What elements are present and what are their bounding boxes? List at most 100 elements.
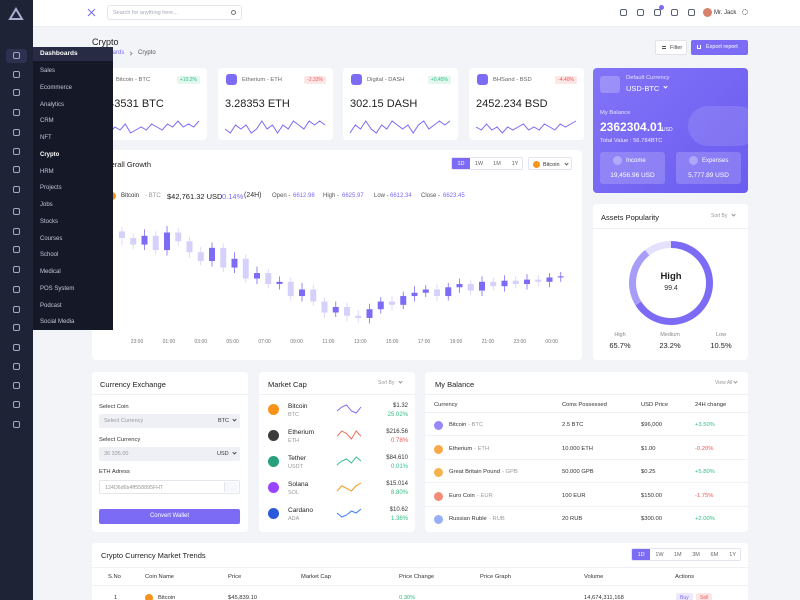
buy-button[interactable]: Buy bbox=[676, 593, 693, 600]
coins: 50.000 GPB bbox=[562, 469, 594, 475]
range-tab[interactable]: 6M bbox=[710, 552, 719, 558]
divider bbox=[593, 228, 748, 229]
coin-select[interactable]: Bitcoin bbox=[528, 157, 572, 170]
growth-panel: Overall Growth 1D 1W 1M 1Y Bitcoin Bitcoin - BT… bbox=[92, 150, 582, 360]
column-header: Coins Possessed bbox=[562, 402, 607, 408]
column-header: Coin Name bbox=[145, 574, 174, 580]
row-divider bbox=[425, 482, 748, 483]
coin-symbol: ADA bbox=[288, 516, 300, 522]
menu-item[interactable]: POS System bbox=[40, 285, 75, 292]
sell-button[interactable]: Sell bbox=[696, 593, 713, 600]
range-tab[interactable]: 3M bbox=[692, 552, 700, 558]
nav-icon[interactable] bbox=[13, 286, 20, 293]
close-icon[interactable] bbox=[87, 8, 96, 17]
menu-item[interactable]: School bbox=[40, 252, 59, 259]
toolbar-icon[interactable] bbox=[637, 9, 644, 16]
menu-item[interactable]: Jobs bbox=[40, 202, 53, 208]
menu-item[interactable]: Medical bbox=[40, 269, 61, 275]
x-tick-label: 13:00 bbox=[354, 339, 367, 345]
panel-title: Crypto Currency Market Trends bbox=[101, 551, 206, 560]
divider bbox=[92, 567, 748, 568]
nav-icon[interactable] bbox=[13, 246, 20, 253]
address-input[interactable]: 124D6d6b4ff558895FHT bbox=[99, 480, 240, 494]
nav-icon[interactable] bbox=[13, 266, 20, 273]
coin-symbol: SOL bbox=[288, 490, 300, 496]
copy-button[interactable] bbox=[224, 482, 238, 492]
nav-icon[interactable] bbox=[13, 421, 20, 428]
coins: 100 EUR bbox=[562, 492, 586, 499]
nav-icon[interactable] bbox=[13, 401, 20, 408]
range-tab[interactable]: 1M bbox=[673, 552, 682, 558]
menu-item[interactable]: NFT bbox=[40, 135, 52, 141]
unit: USD bbox=[662, 127, 673, 133]
my-balance-panel: My Balance View All Currency Coins Possesse… bbox=[425, 372, 748, 532]
legend-label: Low bbox=[715, 332, 727, 338]
nav-icon[interactable] bbox=[13, 148, 20, 155]
range-tab[interactable]: 1Y bbox=[729, 552, 737, 558]
amount-input[interactable]: 36 335.00 USD bbox=[99, 447, 240, 461]
nav-icon[interactable] bbox=[13, 71, 20, 78]
chevron bbox=[232, 417, 237, 422]
menu-item[interactable]: Crypto bbox=[40, 151, 60, 158]
export-button[interactable]: Export report bbox=[691, 40, 748, 55]
market-cap-panel: Market Cap Sort By Bitcoin BTC $1.32 25.02% Et… bbox=[259, 372, 415, 532]
menu-item[interactable]: Projects bbox=[40, 185, 62, 192]
coin-price: $84.610 bbox=[386, 455, 408, 461]
avatar[interactable] bbox=[703, 8, 712, 17]
menu-title[interactable]: Dashboards bbox=[33, 47, 113, 61]
menu-item[interactable]: Sales bbox=[40, 68, 56, 74]
user-name[interactable]: Mr. Jack bbox=[714, 10, 737, 16]
nav-icon[interactable] bbox=[13, 52, 20, 59]
nav-icon[interactable] bbox=[13, 344, 20, 351]
coin-name: Tether bbox=[288, 455, 307, 462]
price: $45,839.10 bbox=[228, 595, 258, 600]
menu-item[interactable]: Analytics bbox=[40, 101, 65, 108]
coin-input[interactable]: Select Currency BTC bbox=[99, 414, 240, 428]
range-tab[interactable]: 1W bbox=[474, 161, 484, 167]
sno: 1 bbox=[114, 595, 118, 600]
nav-icon[interactable] bbox=[13, 382, 20, 389]
settings-icon[interactable] bbox=[742, 9, 748, 15]
nav-icon[interactable] bbox=[13, 363, 20, 370]
nav-icon[interactable] bbox=[13, 208, 20, 215]
menu-item[interactable]: Courses bbox=[40, 235, 63, 242]
coin: Bitcoin bbox=[121, 193, 140, 199]
currency-select[interactable]: USD-BTC bbox=[626, 84, 660, 93]
search-box[interactable]: Search for anything here... bbox=[107, 5, 242, 20]
nav-icon[interactable] bbox=[13, 166, 20, 173]
currency-name: Euro Coin bbox=[449, 492, 475, 499]
convert-button[interactable]: Convert Wallet bbox=[99, 509, 240, 524]
currency-icon bbox=[434, 421, 443, 430]
menu-item[interactable]: Stocks bbox=[40, 218, 59, 225]
menu-item[interactable]: Social Media bbox=[40, 319, 75, 326]
nav-icon[interactable] bbox=[13, 109, 20, 116]
sort[interactable]: Sort By bbox=[378, 380, 395, 386]
currency-symbol: - ETH bbox=[474, 445, 490, 452]
range-tab[interactable]: 1W bbox=[655, 552, 664, 558]
nav-icon[interactable] bbox=[13, 186, 20, 193]
filter-button[interactable]: Filter bbox=[655, 40, 687, 55]
coin-value: 3.28353 ETH bbox=[225, 98, 290, 110]
view-all[interactable]: View All bbox=[715, 380, 733, 386]
nav-icon[interactable] bbox=[13, 228, 20, 235]
price: $300.00 bbox=[641, 516, 662, 522]
toolbar-icon[interactable] bbox=[688, 9, 695, 16]
range-tab[interactable]: 1Y bbox=[511, 161, 519, 167]
toolbar-icon[interactable] bbox=[654, 9, 661, 16]
coin-icon bbox=[226, 74, 237, 85]
sort[interactable]: Sort By bbox=[711, 213, 728, 219]
nav-icon[interactable] bbox=[13, 306, 20, 313]
menu-item[interactable]: Podcast bbox=[40, 302, 62, 309]
range-tab[interactable]: 1M bbox=[493, 161, 501, 167]
range-tab[interactable]: 1D bbox=[632, 549, 651, 560]
nav-icon[interactable] bbox=[13, 129, 20, 136]
toolbar-icon[interactable] bbox=[620, 9, 627, 16]
nav-icon[interactable] bbox=[13, 89, 20, 96]
menu-item[interactable]: HRM bbox=[40, 168, 54, 175]
toolbar-icon[interactable] bbox=[671, 9, 678, 16]
menu-item[interactable]: Ecommerce bbox=[40, 84, 73, 91]
range-tab[interactable]: 1D bbox=[452, 158, 470, 169]
nav-icon[interactable] bbox=[13, 324, 20, 331]
x-tick-label: 05:00 bbox=[226, 339, 239, 345]
menu-item[interactable]: CRM bbox=[40, 118, 54, 125]
